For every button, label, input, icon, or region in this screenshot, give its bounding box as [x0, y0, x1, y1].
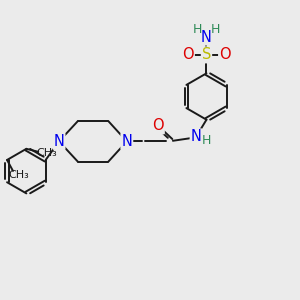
Text: H: H	[211, 23, 220, 36]
Text: S: S	[202, 47, 211, 62]
Text: N: N	[122, 134, 132, 149]
Text: O: O	[219, 47, 231, 62]
Text: CH₃: CH₃	[9, 170, 29, 180]
Text: H: H	[193, 23, 202, 36]
Text: N: N	[201, 30, 212, 45]
Text: O: O	[152, 118, 164, 134]
Text: O: O	[182, 47, 194, 62]
Text: CH₃: CH₃	[37, 148, 58, 158]
Text: H: H	[202, 134, 211, 147]
Text: N: N	[190, 129, 202, 144]
Text: N: N	[54, 134, 64, 149]
